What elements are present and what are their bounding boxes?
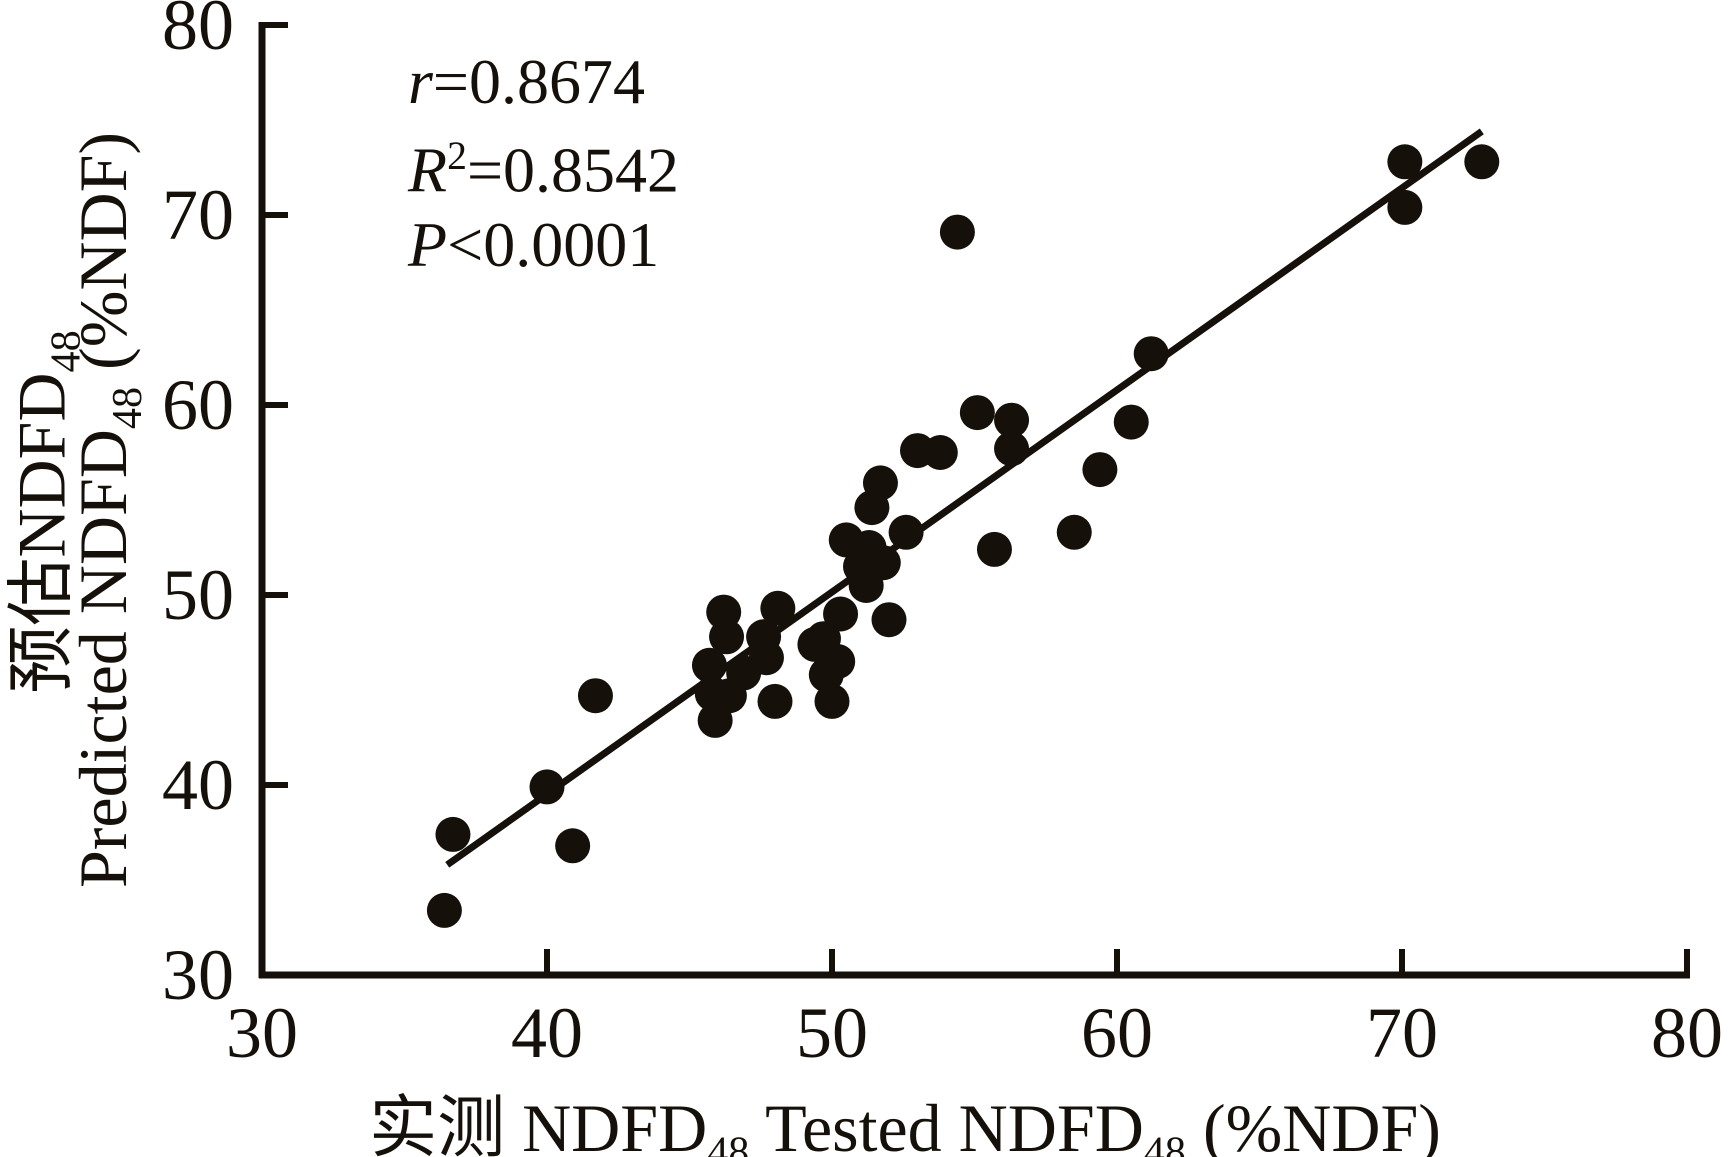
data-point (862, 465, 898, 501)
data-point (748, 640, 784, 676)
data-point (1133, 336, 1169, 372)
data-point (1387, 144, 1423, 180)
data-point (814, 683, 850, 719)
x-tick-label: 50 (796, 993, 868, 1073)
data-point (888, 514, 924, 550)
stat-r-symbol: r (408, 46, 433, 117)
y-tick-label: 70 (162, 175, 234, 255)
data-point (994, 402, 1030, 438)
data-point (1464, 144, 1500, 180)
regression-line (445, 128, 1484, 868)
y-tick-label: 40 (162, 745, 234, 825)
x-tick-label: 30 (226, 993, 298, 1073)
x-axis-title-en-text: Tested NDFD (749, 1090, 1144, 1157)
data-point (577, 678, 613, 714)
x-axis-title-cn-text: 实测 NDFD (369, 1090, 708, 1157)
y-axis-title-en-text: Predicted NDFD (65, 429, 142, 889)
stat-line-r2: R2=0.8542 (408, 119, 679, 207)
x-tick-label: 70 (1366, 993, 1438, 1073)
data-point (994, 431, 1030, 467)
stats-annotation: r=0.8674 R2=0.8542 P<0.0001 (408, 44, 679, 282)
data-point (691, 647, 727, 683)
data-point (976, 531, 1012, 567)
data-point (922, 435, 958, 470)
y-axis-title-en-sub: 48 (103, 386, 151, 430)
data-point (1113, 404, 1149, 440)
y-tick-label: 80 (162, 0, 234, 65)
x-axis-title-sub1: 48 (707, 1128, 750, 1157)
data-point (435, 816, 471, 852)
data-point (529, 769, 565, 805)
data-point (820, 644, 856, 679)
x-tick-label: 40 (511, 993, 583, 1073)
data-point (871, 602, 907, 638)
stat-r2-exponent: 2 (447, 134, 467, 178)
data-point (959, 395, 995, 431)
data-point (757, 683, 793, 719)
stat-r-value: =0.8674 (432, 46, 645, 117)
data-point (760, 590, 796, 626)
data-point (426, 892, 462, 928)
x-axis-title-unit: (%NDF) (1185, 1090, 1441, 1157)
stat-p-symbol: P (408, 209, 448, 281)
stat-r2-value: =0.8542 (466, 134, 680, 206)
y-tick-label: 60 (162, 365, 234, 445)
stat-r2-symbol: R (408, 134, 448, 206)
y-axis-title-en: Predicted NDFD48 (%NDF) (64, 132, 152, 888)
data-point (1387, 189, 1423, 225)
data-point (1082, 452, 1118, 488)
x-tick-label: 80 (1651, 993, 1723, 1073)
x-tick-label: 60 (1081, 993, 1153, 1073)
data-point (709, 619, 745, 655)
data-point (865, 545, 901, 581)
data-point (823, 596, 859, 632)
y-axis-title-en-unit: (%NDF) (65, 131, 142, 387)
x-axis-title-sub2: 48 (1143, 1128, 1186, 1157)
data-point (555, 828, 591, 864)
y-tick-label: 30 (162, 935, 234, 1015)
data-point (939, 214, 975, 250)
stat-line-r: r=0.8674 (408, 44, 679, 119)
stat-line-p: P<0.0001 (408, 207, 679, 282)
data-point (1056, 514, 1092, 550)
y-tick-label: 50 (162, 555, 234, 635)
x-axis-title: 实测 NDFD48 Tested NDFD48 (%NDF) (369, 1072, 1441, 1157)
stat-p-value: <0.0001 (447, 209, 660, 281)
